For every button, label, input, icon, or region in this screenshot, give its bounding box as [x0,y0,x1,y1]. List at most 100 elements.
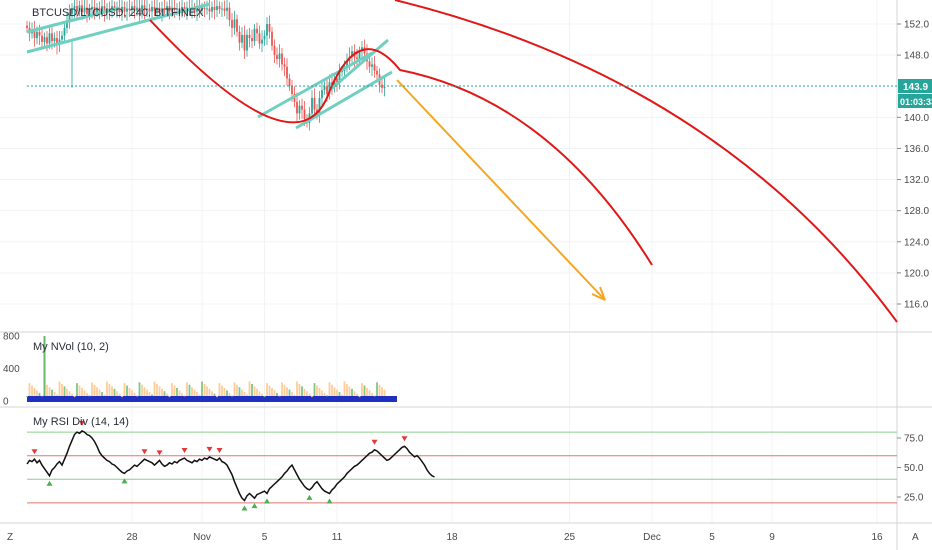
candle-body-120 [326,86,328,94]
volume-bar-35 [113,388,116,396]
rising-channel-upper[interactable] [257,51,373,119]
candle-body-72 [206,8,208,10]
candle-body-88 [246,34,248,51]
time-tick-label-7: 5 [709,532,715,543]
volume-bar-116 [316,385,318,396]
candle-body-91 [253,28,256,42]
volume-bar-72 [206,386,208,396]
candle-body-80 [226,7,228,11]
rsi-axis[interactable]: 75.0 50.0 25.0 [897,434,924,504]
candle-body-11 [53,38,56,42]
candle-body-92 [256,28,258,34]
volume-bar-14 [61,383,63,396]
volume-bar-57 [168,396,171,398]
candle-body-51 [153,6,156,11]
volume-bar-100 [276,392,278,396]
rsi-polyline [26,429,435,502]
arc-curve-outer[interactable] [394,0,898,323]
candle-body-31 [103,6,106,14]
volume-bar-70 [201,381,203,396]
candle-body-15 [63,27,66,36]
candle-body-5 [38,31,41,36]
volume-bar-142 [381,387,383,396]
candle-body-9 [48,33,51,44]
volume-bar-69 [198,394,201,396]
volume-bar-36 [116,391,118,396]
candle-body-28 [96,7,98,13]
trend-channel-left-upper[interactable] [26,6,121,34]
candle-body-70 [201,7,203,11]
volume-bar-120 [326,395,328,397]
log-scale-toggle[interactable]: Z [7,532,13,543]
candle-body-119 [323,86,326,91]
volume-bar-41 [128,388,131,396]
auto-scale-toggle[interactable]: A [912,532,919,543]
trend-channel-left-lower[interactable] [26,2,211,54]
price-tick-label-2: 140.0 [904,113,929,124]
time-axis[interactable]: 28 Nov 5 11 18 25 Dec 5 9 16 [126,532,883,543]
candle-body-84 [236,19,238,32]
candle-body-0 [26,25,28,28]
candle-body-85 [238,31,241,43]
volume-bar-131 [353,391,356,396]
rsi-tick-label-1: 50.0 [904,463,924,474]
volume-bar-30 [101,392,103,396]
volume-axis[interactable]: 800 400 0 [3,332,20,408]
volume-bar-58 [171,383,173,396]
candle-body-3 [33,30,36,38]
bar-countdown: 01:03:33 [900,97,932,107]
candle-body-34 [111,6,113,11]
rising-channel-lower[interactable] [295,70,393,130]
candle-body-95 [263,35,266,40]
candle-body-14 [61,35,63,40]
candle-body-79 [223,8,226,11]
volume-bar-103 [283,384,286,396]
trend-drawings[interactable] [26,0,898,323]
candle-body-77 [218,6,221,10]
bullish-marker-96 [264,498,270,504]
candle-body-98 [271,31,273,46]
bearish-marker-53 [156,450,163,456]
volume-bar-56 [166,393,168,396]
candle-body-25 [88,9,91,14]
volume-bar-88 [246,394,248,396]
candle-body-62 [181,6,183,11]
candle-body-42 [131,6,133,10]
volume-bar-98 [271,388,273,396]
candle-body-111 [303,109,306,119]
volume-bar-99 [273,390,276,396]
volume-bar-23 [83,390,86,396]
volume-bar-137 [368,390,371,396]
volume-bar-97 [268,385,271,396]
volume-bar-95 [263,396,266,398]
volume-bar-67 [193,389,196,396]
volume-bar-128 [346,383,348,396]
volume-bar-0 [26,396,28,398]
volume-bar-29 [98,389,101,396]
candle-body-16 [66,20,68,28]
volume-bar-20 [76,383,78,396]
arc-curve-inner[interactable] [149,19,653,266]
volume-bar-71 [203,383,206,396]
rising-channel-mid[interactable] [329,38,389,92]
candle-body-139 [373,64,376,71]
candle-body-104 [286,66,288,79]
volume-bar-86 [241,389,243,396]
projection-arrow-head [591,286,606,301]
volume-bar-108 [296,381,298,396]
volume-bar-75 [213,393,216,396]
bullish-marker-113 [306,494,313,500]
price-axis[interactable]: 152.0 148.0 140.0 136.0 132.0 128.0 124.0 120.0… [897,20,929,311]
candle-body-18 [71,8,73,14]
volume-bar-79 [223,388,226,396]
bearish-marker-22 [79,420,85,426]
volume-bar-4 [36,390,38,396]
projection-arrow[interactable] [396,79,606,301]
volume-bar-110 [301,386,303,396]
volume-bar-9 [48,387,51,396]
volume-bar-133 [358,396,361,398]
candle-body-38 [121,6,123,13]
candle-body-132 [356,57,358,59]
volume-bar-54 [161,388,163,396]
